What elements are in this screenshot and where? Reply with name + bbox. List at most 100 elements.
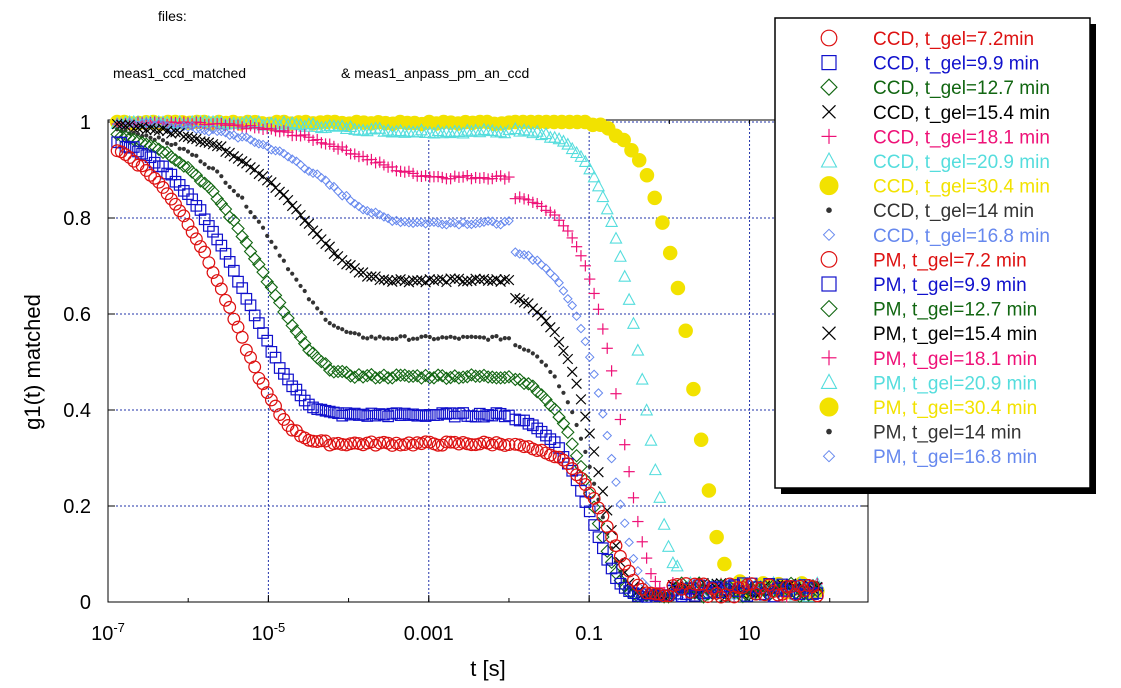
data-point (527, 255, 538, 265)
marker-shape (539, 126, 553, 140)
data-point (239, 343, 253, 357)
marker-shape (544, 433, 557, 446)
y-tick-label: 0.2 (63, 496, 91, 518)
marker-shape (495, 219, 506, 230)
marker-shape (210, 166, 216, 171)
legend-item: CCD, t_gel=20.9 min (820, 151, 1050, 173)
marker-shape (498, 370, 512, 385)
data-point (333, 186, 343, 197)
legend-label: CCD, t_gel=12.7 min (873, 78, 1050, 99)
marker-shape (214, 282, 228, 296)
data-point (784, 579, 798, 593)
marker-shape (165, 168, 178, 181)
data-point (469, 438, 483, 452)
marker-shape (718, 588, 732, 602)
marker-shape (464, 368, 479, 382)
marker-shape (517, 376, 531, 391)
marker-shape (191, 124, 202, 135)
data-point (647, 190, 662, 206)
marker-shape (333, 186, 343, 197)
data-point (219, 293, 232, 307)
data-point (452, 335, 457, 340)
marker-shape (244, 204, 249, 209)
marker-shape (337, 190, 348, 201)
data-point (373, 408, 386, 420)
data-point (335, 364, 350, 379)
marker-shape (141, 118, 152, 128)
marker-shape (473, 334, 478, 340)
marker-shape (302, 433, 316, 447)
plot-area-frame (107, 119, 869, 603)
data-point (631, 153, 647, 168)
marker-shape (236, 155, 248, 167)
data-point (622, 564, 636, 578)
marker-shape (207, 225, 219, 238)
marker-shape (822, 104, 836, 119)
data-point (424, 274, 436, 285)
data-point (287, 154, 298, 164)
x-tick-label: 0.001 (404, 623, 454, 645)
y-tick-label: 1 (80, 112, 91, 134)
x-tick-exponent: -5 (274, 620, 286, 635)
marker-shape (605, 562, 618, 575)
data-point (626, 316, 641, 329)
y-tick-label: 0.4 (63, 400, 91, 422)
data-point (517, 123, 531, 136)
data-point (320, 175, 331, 186)
marker-shape (462, 219, 473, 230)
marker-shape (569, 448, 584, 463)
data-point (362, 205, 373, 216)
marker-shape (222, 210, 237, 224)
marker-shape (584, 352, 595, 363)
data-point (583, 162, 597, 175)
data-point (588, 446, 600, 457)
marker-shape (114, 129, 129, 144)
data-point (398, 125, 412, 138)
marker-shape (303, 398, 315, 411)
x-axis-label: t [s] (470, 656, 505, 681)
marker-shape (420, 218, 431, 229)
data-point (189, 232, 203, 246)
marker-shape (820, 373, 838, 389)
data-point (244, 299, 257, 312)
file-name-pm: & meas1_anpass_pm_an_ccd (341, 65, 530, 81)
marker-shape (131, 134, 145, 148)
marker-shape (526, 348, 531, 353)
marker-shape (670, 280, 686, 296)
marker-shape (227, 213, 241, 228)
data-point (410, 336, 416, 341)
marker-shape (479, 217, 489, 227)
marker-shape (445, 218, 456, 228)
data-point (403, 409, 415, 421)
marker-shape (539, 392, 553, 407)
marker-shape (444, 335, 449, 340)
data-point (627, 573, 640, 587)
marker-shape (602, 430, 613, 441)
data-point (449, 273, 461, 285)
data-point (294, 277, 299, 282)
data-point (424, 217, 435, 228)
data-point (508, 372, 523, 387)
marker-shape (322, 363, 337, 377)
marker-shape (477, 368, 491, 383)
marker-shape (549, 272, 560, 283)
axis-ticks: 10-7 10-5 0.001 0.1 10 0 0.2 0.4 0.6 0.8 1 (63, 112, 868, 645)
data-point (588, 287, 600, 300)
data-point (584, 352, 595, 363)
marker-shape (297, 336, 312, 351)
marker-shape (600, 515, 605, 520)
legend-item: CCD, t_gel=15.4 min (822, 103, 1050, 124)
data-point (549, 209, 561, 221)
data-point (390, 407, 403, 420)
data-point (407, 408, 419, 421)
data-point (598, 409, 608, 419)
legend-marker (821, 128, 837, 144)
data-point (614, 413, 626, 426)
marker-shape (587, 170, 601, 183)
data-point (530, 351, 535, 356)
marker-shape (170, 126, 181, 138)
data-point (398, 407, 411, 420)
data-point (378, 408, 390, 421)
marker-shape (145, 118, 156, 128)
data-point (402, 334, 407, 339)
